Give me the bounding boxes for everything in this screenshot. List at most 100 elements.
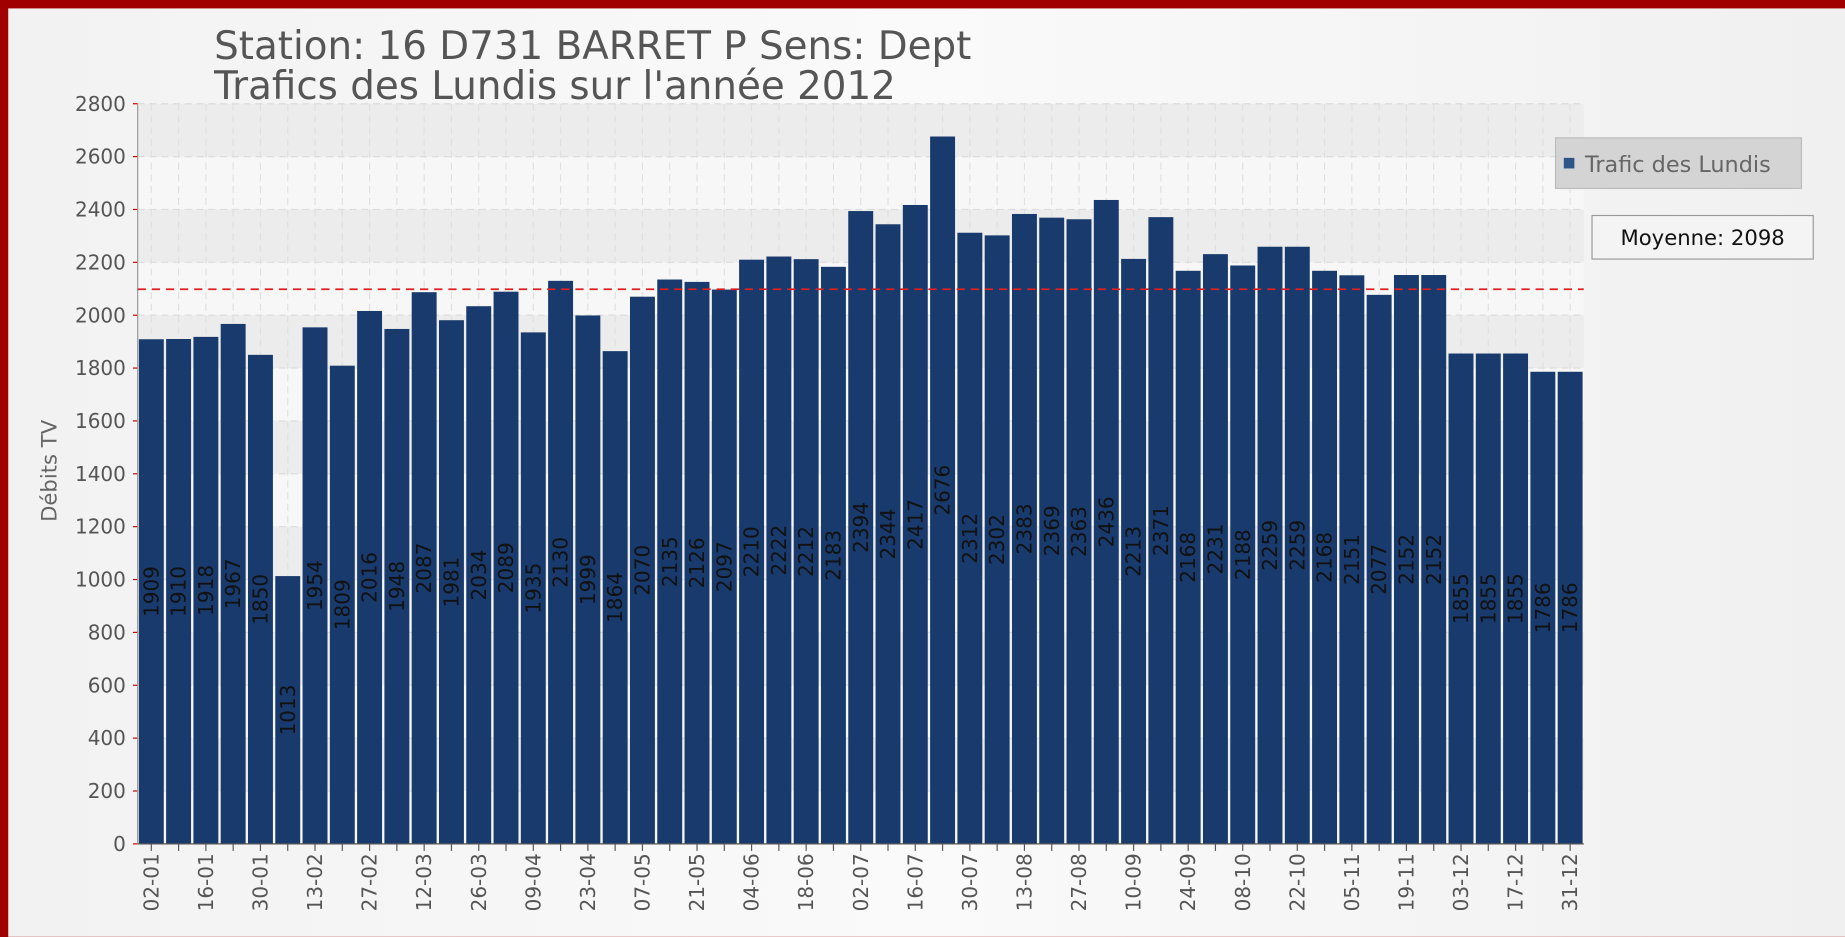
data-label: 2371	[1149, 505, 1173, 556]
bar	[766, 256, 792, 844]
bar	[275, 576, 301, 844]
x-tick-label: 30-01	[249, 853, 273, 911]
bar	[1039, 217, 1065, 844]
data-label: 1918	[194, 565, 218, 616]
x-tick-label: 27-02	[358, 853, 382, 911]
data-label: 1967	[221, 558, 245, 609]
data-label: 1013	[276, 685, 300, 736]
data-label: 1909	[139, 566, 163, 617]
bar	[1530, 371, 1556, 844]
x-tick-label: 10-09	[1122, 853, 1146, 911]
x-tick-label: 30-07	[958, 853, 982, 911]
bar	[711, 289, 737, 844]
bar	[1448, 353, 1474, 844]
y-tick-label: 200	[88, 779, 126, 803]
bar	[1148, 217, 1174, 844]
y-tick-label: 2000	[75, 303, 126, 327]
bar	[957, 232, 983, 844]
data-label: 2210	[740, 526, 764, 577]
y-tick-label: 1200	[75, 515, 126, 539]
bar	[1475, 353, 1501, 844]
x-tick-label: 08-10	[1231, 853, 1255, 911]
chart-subtitle: Trafics des Lundis sur l'année 2012	[213, 64, 896, 109]
data-label: 2383	[1012, 503, 1036, 554]
x-tick-label: 13-08	[1012, 853, 1036, 911]
bar	[166, 338, 192, 844]
bar	[629, 296, 655, 844]
data-label: 2126	[685, 537, 709, 588]
x-tick-label: 27-08	[1067, 853, 1091, 911]
data-label: 1954	[303, 560, 327, 611]
data-label: 2034	[467, 550, 491, 601]
x-tick-label: 12-03	[412, 853, 436, 911]
data-label: 2213	[1122, 526, 1146, 577]
bar	[657, 279, 683, 844]
data-label: 2097	[712, 541, 736, 592]
x-tick-label: 07-05	[631, 853, 655, 911]
y-tick-label: 1600	[75, 409, 126, 433]
bar	[520, 332, 546, 844]
data-label: 2676	[931, 465, 955, 516]
x-tick-label: 21-05	[685, 853, 709, 911]
x-tick-label: 16-01	[194, 853, 218, 911]
x-tick-label: 09-04	[521, 853, 545, 911]
average-box	[1591, 214, 1814, 260]
legend-box	[1554, 137, 1803, 190]
bar	[930, 136, 956, 844]
x-tick-label: 24-09	[1176, 853, 1200, 911]
y-tick-label: 2200	[75, 250, 126, 274]
bar	[1503, 353, 1529, 844]
bar	[875, 224, 901, 844]
y-tick-label: 1000	[75, 568, 126, 592]
bar	[1093, 199, 1119, 844]
bar	[1339, 275, 1365, 844]
legend-label: Trafic des Lundis	[1584, 152, 1771, 178]
data-label: 2168	[1176, 532, 1200, 583]
y-tick-label: 800	[88, 620, 126, 644]
data-label: 2135	[658, 536, 682, 587]
data-label: 2188	[1231, 529, 1255, 580]
data-label: 2151	[1340, 534, 1364, 585]
bar	[247, 354, 273, 844]
data-label: 2183	[822, 530, 846, 581]
data-label: 2259	[1285, 520, 1309, 571]
y-tick-label: 600	[88, 673, 126, 697]
bar	[848, 211, 874, 844]
bar	[902, 204, 928, 844]
bar	[602, 351, 628, 844]
data-label: 2436	[1094, 496, 1118, 547]
x-tick-label: 03-12	[1449, 853, 1473, 911]
y-tick-label: 2800	[75, 92, 126, 116]
data-label: 2222	[767, 525, 791, 576]
data-label: 2312	[958, 513, 982, 564]
x-tick-label: 23-04	[576, 853, 600, 911]
data-label: 1850	[249, 574, 273, 625]
data-label: 1981	[440, 557, 464, 608]
data-label: 1855	[1449, 573, 1473, 624]
data-label: 2087	[412, 543, 436, 594]
bar	[984, 235, 1010, 844]
data-label: 1855	[1476, 573, 1500, 624]
bar	[1366, 294, 1392, 844]
data-label: 1999	[576, 554, 600, 605]
bar	[493, 291, 519, 844]
data-label: 2152	[1422, 534, 1446, 585]
bar	[384, 328, 410, 844]
data-label: 2089	[494, 542, 518, 593]
bar	[138, 339, 164, 844]
y-tick-label: 0	[113, 832, 126, 856]
data-label: 2212	[794, 526, 818, 577]
data-label: 2130	[549, 537, 573, 588]
data-label: 2344	[876, 509, 900, 560]
bar	[411, 292, 437, 844]
bar	[357, 310, 383, 844]
x-tick-label: 16-07	[903, 853, 927, 911]
y-tick-label: 1800	[75, 356, 126, 380]
x-tick-label: 13-02	[303, 853, 327, 911]
x-tick-label: 19-11	[1394, 853, 1418, 911]
x-tick-label: 05-11	[1340, 853, 1364, 911]
data-label: 2394	[849, 502, 873, 553]
bar	[302, 327, 328, 844]
bar	[220, 323, 246, 844]
x-tick-label: 18-06	[794, 853, 818, 911]
